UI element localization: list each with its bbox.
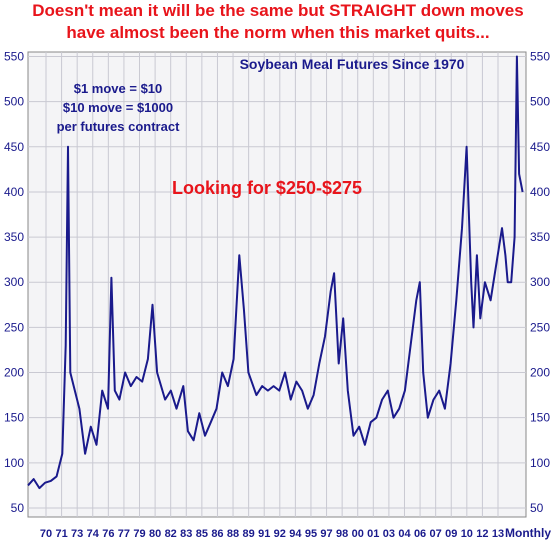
- x-tick-label: 91: [258, 528, 270, 540]
- x-tick-label: 82: [165, 528, 177, 540]
- y-tick-label-right: 50: [530, 501, 544, 515]
- y-tick-label-right: 450: [530, 140, 550, 154]
- y-tick-label-right: 400: [530, 185, 550, 199]
- note-line-1: $1 move = $10: [74, 81, 163, 96]
- x-tick-label: 85: [196, 528, 208, 540]
- x-tick-label: 10: [461, 528, 473, 540]
- y-tick-label-right: 500: [530, 95, 550, 109]
- x-tick-label: 88: [227, 528, 239, 540]
- note-line-3: per futures contract: [57, 119, 180, 134]
- y-tick-label-left: 550: [4, 50, 24, 64]
- y-tick-label-left: 250: [4, 320, 24, 334]
- x-tick-label: 73: [71, 528, 83, 540]
- y-tick-label-left: 500: [4, 95, 24, 109]
- y-tick-label-right: 150: [530, 411, 550, 425]
- y-tick-label-right: 100: [530, 456, 550, 470]
- x-tick-label: 89: [242, 528, 254, 540]
- grid-lines: [28, 52, 526, 517]
- price-line: [27, 55, 524, 490]
- headline: Doesn't mean it will be the same but STR…: [0, 0, 556, 52]
- y-tick-label-left: 50: [11, 501, 25, 515]
- x-tick-label: 76: [102, 528, 114, 540]
- y-tick-label-left: 100: [4, 456, 24, 470]
- x-tick-label: 98: [336, 528, 348, 540]
- x-tick-label: 06: [414, 528, 426, 540]
- x-tick-label: 79: [133, 528, 145, 540]
- headline-line-2: have almost been the norm when this mark…: [66, 23, 490, 42]
- y-tick-label-right: 350: [530, 230, 550, 244]
- x-tick-label: 94: [289, 528, 302, 540]
- y-tick-label-left: 350: [4, 230, 24, 244]
- x-tick-label: 07: [430, 528, 442, 540]
- y-tick-label-left: 150: [4, 411, 24, 425]
- note-line-2: $10 move = $1000: [63, 100, 173, 115]
- x-axis-labels: 70 71 73 74 76 77 79 80 82 83 85 86 88 89 91 92 94 95 97 98…: [40, 528, 504, 540]
- y-tick-label-right: 250: [530, 320, 550, 334]
- y-axis-labels: 50 50 100 100 150 150 200 200 250 250 300 300 350 350…: [4, 50, 550, 515]
- x-tick-label: 70: [40, 528, 52, 540]
- x-tick-label: 92: [274, 528, 286, 540]
- target-annotation: Looking for $250-$275: [172, 178, 362, 198]
- x-tick-label: 97: [320, 528, 332, 540]
- x-tick-label: 12: [476, 528, 488, 540]
- x-tick-label: 86: [211, 528, 223, 540]
- x-tick-label: 00: [352, 528, 364, 540]
- frequency-label: Monthly: [505, 526, 551, 540]
- y-tick-label-left: 200: [4, 366, 24, 380]
- headline-line-1: Doesn't mean it will be the same but STR…: [32, 1, 524, 20]
- x-tick-label: 03: [383, 528, 395, 540]
- y-tick-label-left: 300: [4, 275, 24, 289]
- y-tick-label-right: 200: [530, 366, 550, 380]
- y-tick-label-right: 550: [530, 50, 550, 64]
- x-tick-label: 77: [118, 528, 130, 540]
- y-tick-label-right: 300: [530, 275, 550, 289]
- x-tick-label: 09: [445, 528, 457, 540]
- chart-title: Soybean Meal Futures Since 1970: [240, 56, 465, 72]
- x-tick-label: 83: [180, 528, 192, 540]
- x-tick-label: 04: [398, 528, 411, 540]
- x-tick-label: 71: [55, 528, 67, 540]
- x-tick-label: 95: [305, 528, 317, 540]
- x-tick-label: 13: [492, 528, 504, 540]
- y-tick-label-left: 400: [4, 185, 24, 199]
- x-tick-label: 80: [149, 528, 161, 540]
- y-tick-label-left: 450: [4, 140, 24, 154]
- x-tick-label: 01: [367, 528, 379, 540]
- x-tick-label: 74: [87, 528, 100, 540]
